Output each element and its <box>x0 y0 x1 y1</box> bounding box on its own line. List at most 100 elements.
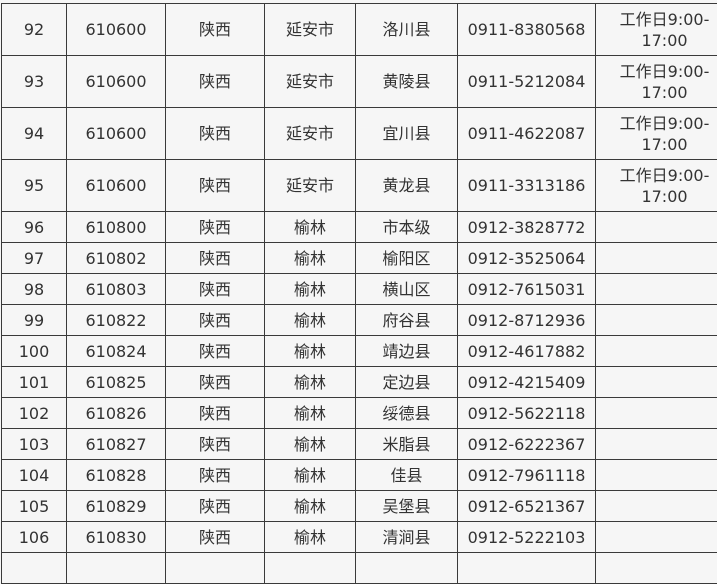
service-hours-cell <box>596 243 717 274</box>
row-number-cell: 93 <box>2 56 67 108</box>
district-cell: 榆阳区 <box>356 243 458 274</box>
phone-number-cell: 0911-8380568 <box>458 4 596 56</box>
province-cell: 陕西 <box>166 108 265 160</box>
phone-number-cell: 0912-8712936 <box>458 305 596 336</box>
service-hours-cell <box>596 460 717 491</box>
service-hours-cell: 工作日9:00-17:00 <box>596 108 717 160</box>
row-number-cell: 102 <box>2 398 67 429</box>
row-number-cell: 106 <box>2 522 67 553</box>
row-number-cell: 104 <box>2 460 67 491</box>
province-cell: 陕西 <box>166 367 265 398</box>
district-cell: 定边县 <box>356 367 458 398</box>
province-cell: 陕西 <box>166 336 265 367</box>
service-hours-cell <box>596 398 717 429</box>
province-cell: 陕西 <box>166 398 265 429</box>
province-cell: 陕西 <box>166 491 265 522</box>
district-cell: 清涧县 <box>356 522 458 553</box>
service-hours-cell <box>596 429 717 460</box>
phone-number-cell: 0912-5622118 <box>458 398 596 429</box>
district-cell: 横山区 <box>356 274 458 305</box>
row-number-cell: 98 <box>2 274 67 305</box>
district-cell: 宜川县 <box>356 108 458 160</box>
region-code-cell: 610826 <box>67 398 166 429</box>
region-code-cell: 610828 <box>67 460 166 491</box>
service-hours-cell <box>596 336 717 367</box>
phone-number-cell: 0912-3525064 <box>458 243 596 274</box>
empty-cell <box>166 553 265 584</box>
city-cell: 榆林 <box>265 460 356 491</box>
service-hours-cell: 工作日9:00-17:00 <box>596 4 717 56</box>
phone-number-cell: 0912-5222103 <box>458 522 596 553</box>
city-cell: 榆林 <box>265 212 356 243</box>
phone-number-cell: 0911-3313186 <box>458 160 596 212</box>
empty-cell <box>458 553 596 584</box>
district-cell: 府谷县 <box>356 305 458 336</box>
city-cell: 延安市 <box>265 4 356 56</box>
empty-cell <box>356 553 458 584</box>
region-code-cell: 610802 <box>67 243 166 274</box>
service-hours-cell: 工作日9:00-17:00 <box>596 56 717 108</box>
province-cell: 陕西 <box>166 305 265 336</box>
district-cell: 市本级 <box>356 212 458 243</box>
phone-number-cell: 0912-6222367 <box>458 429 596 460</box>
empty-cell <box>596 553 717 584</box>
row-number-cell: 92 <box>2 4 67 56</box>
city-cell: 榆林 <box>265 367 356 398</box>
phone-number-cell: 0912-3828772 <box>458 212 596 243</box>
service-hours-cell <box>596 305 717 336</box>
district-cell: 米脂县 <box>356 429 458 460</box>
table-row-partial <box>2 553 717 584</box>
city-cell: 延安市 <box>265 108 356 160</box>
phone-number-cell: 0912-7615031 <box>458 274 596 305</box>
empty-cell <box>265 553 356 584</box>
row-number-cell: 99 <box>2 305 67 336</box>
phone-number-cell: 0912-7961118 <box>458 460 596 491</box>
phone-number-cell: 0912-4617882 <box>458 336 596 367</box>
empty-cell <box>2 553 67 584</box>
district-cell: 佳县 <box>356 460 458 491</box>
service-hours-cell <box>596 274 717 305</box>
district-cell: 洛川县 <box>356 4 458 56</box>
region-code-cell: 610803 <box>67 274 166 305</box>
region-code-cell: 610600 <box>67 56 166 108</box>
row-number-cell: 100 <box>2 336 67 367</box>
row-number-cell: 94 <box>2 108 67 160</box>
city-cell: 榆林 <box>265 305 356 336</box>
province-cell: 陕西 <box>166 460 265 491</box>
service-hours-cell: 工作日9:00-17:00 <box>596 160 717 212</box>
region-code-cell: 610825 <box>67 367 166 398</box>
district-cell: 黄陵县 <box>356 56 458 108</box>
row-number-cell: 101 <box>2 367 67 398</box>
district-cell: 吴堡县 <box>356 491 458 522</box>
row-number-cell: 97 <box>2 243 67 274</box>
row-number-cell: 105 <box>2 491 67 522</box>
region-code-cell: 610600 <box>67 108 166 160</box>
city-cell: 榆林 <box>265 243 356 274</box>
region-code-cell: 610830 <box>67 522 166 553</box>
phone-number-cell: 0912-4215409 <box>458 367 596 398</box>
row-number-cell: 96 <box>2 212 67 243</box>
service-hours-cell <box>596 522 717 553</box>
region-code-cell: 610829 <box>67 491 166 522</box>
district-cell: 靖边县 <box>356 336 458 367</box>
region-code-cell: 610600 <box>67 4 166 56</box>
province-cell: 陕西 <box>166 56 265 108</box>
province-cell: 陕西 <box>166 243 265 274</box>
city-cell: 榆林 <box>265 274 356 305</box>
city-cell: 延安市 <box>265 160 356 212</box>
service-hours-cell <box>596 491 717 522</box>
